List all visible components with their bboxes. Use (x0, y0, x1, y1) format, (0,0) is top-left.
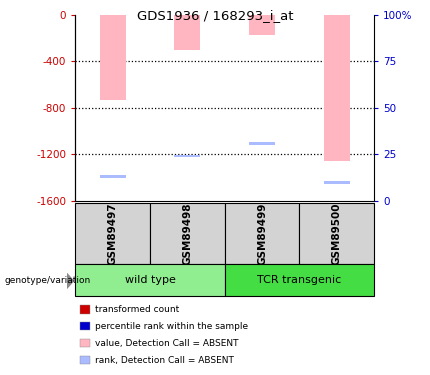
Text: GSM89499: GSM89499 (257, 202, 267, 265)
Bar (150, 202, 224, 264)
Text: GSM89497: GSM89497 (108, 202, 118, 265)
Bar (249, 142, 275, 145)
Bar (99, 15, 126, 100)
Text: GSM89500: GSM89500 (332, 202, 342, 265)
Bar (99, 175, 126, 178)
Bar (75, 264, 224, 296)
Bar (75, 202, 150, 264)
Text: transformed count: transformed count (95, 305, 179, 314)
Bar (324, 15, 350, 161)
Text: percentile rank within the sample: percentile rank within the sample (95, 322, 248, 331)
Text: value, Detection Call = ABSENT: value, Detection Call = ABSENT (95, 339, 238, 348)
Bar (224, 264, 374, 296)
Text: rank, Detection Call = ABSENT: rank, Detection Call = ABSENT (95, 356, 233, 364)
Bar (249, 15, 275, 35)
Text: wild type: wild type (125, 275, 175, 285)
Text: GDS1936 / 168293_i_at: GDS1936 / 168293_i_at (137, 9, 293, 22)
Text: TCR transgenic: TCR transgenic (257, 275, 341, 285)
Text: GSM89498: GSM89498 (182, 202, 192, 265)
Bar (174, 154, 200, 158)
Bar (299, 202, 374, 264)
Bar (174, 15, 200, 50)
Polygon shape (67, 272, 74, 290)
Text: genotype/variation: genotype/variation (4, 276, 91, 285)
Bar (324, 181, 350, 184)
Bar (224, 202, 299, 264)
